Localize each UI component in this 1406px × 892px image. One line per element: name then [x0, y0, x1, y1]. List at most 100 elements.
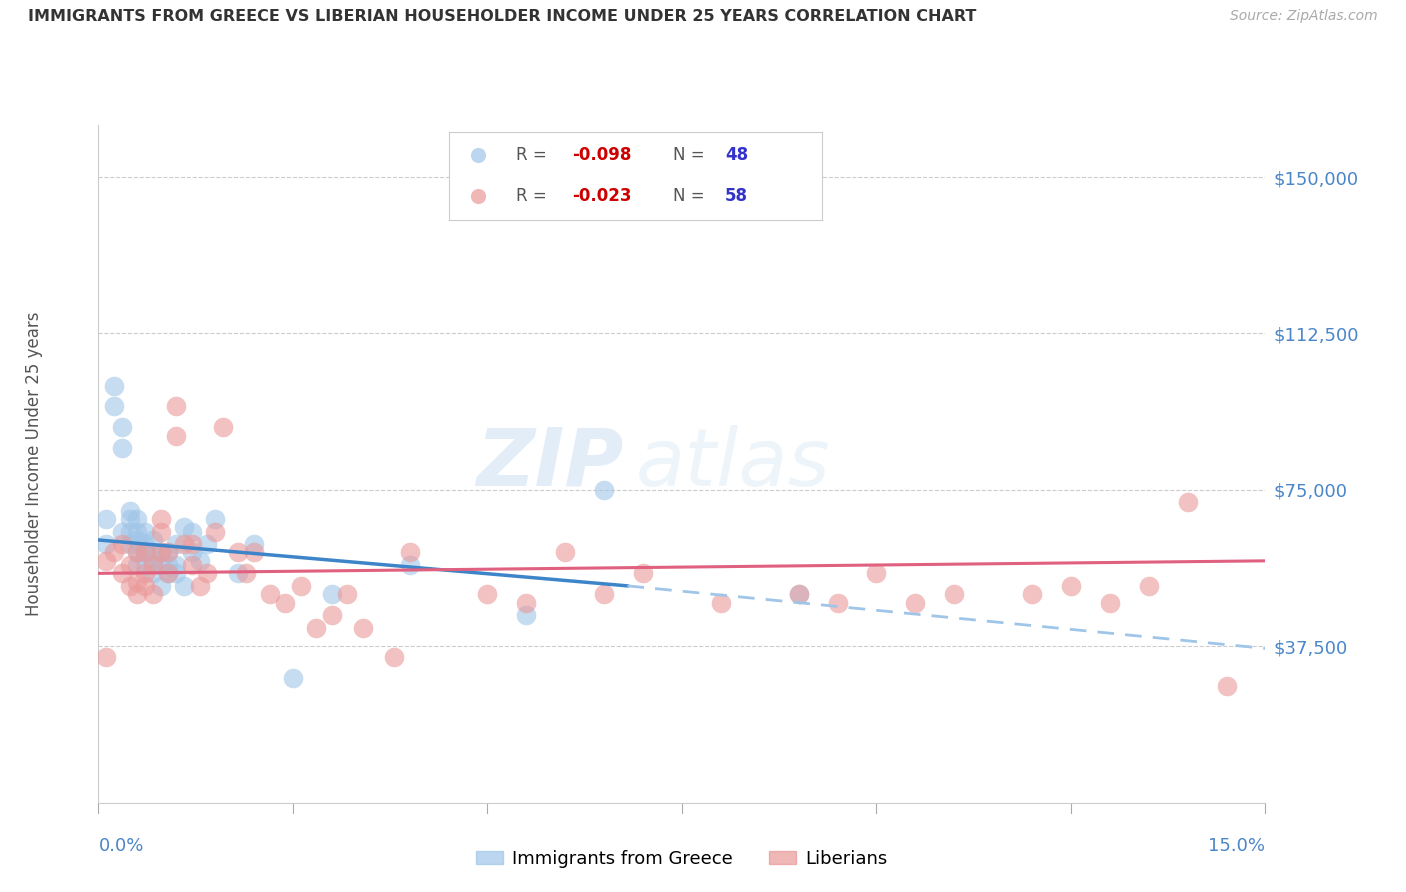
Point	[134, 537, 156, 551]
Point	[96, 512, 118, 526]
Text: Householder Income Under 25 years: Householder Income Under 25 years	[25, 311, 44, 616]
Point	[173, 579, 195, 593]
Point	[118, 512, 141, 526]
Point	[787, 587, 810, 601]
Text: Source: ZipAtlas.com: Source: ZipAtlas.com	[1230, 9, 1378, 23]
Point	[165, 428, 187, 442]
Point	[188, 579, 211, 593]
Point	[157, 566, 180, 581]
Point	[149, 545, 172, 559]
Point	[111, 524, 134, 539]
Point	[710, 596, 733, 610]
Point	[235, 566, 257, 581]
Point	[382, 649, 405, 664]
Point	[274, 596, 297, 610]
Point	[157, 545, 180, 559]
Point	[204, 524, 226, 539]
Point	[96, 649, 118, 664]
Point	[1060, 579, 1083, 593]
Point	[165, 537, 187, 551]
Point	[1021, 587, 1043, 601]
Point	[305, 621, 328, 635]
Point	[554, 545, 576, 559]
Point	[118, 579, 141, 593]
Point	[787, 587, 810, 601]
Point	[103, 378, 125, 392]
Point	[142, 587, 165, 601]
Point	[321, 608, 343, 623]
Text: ZIP: ZIP	[477, 425, 624, 503]
Point	[96, 554, 118, 568]
Point	[134, 545, 156, 559]
Point	[904, 596, 927, 610]
Point	[149, 558, 172, 572]
Point	[149, 579, 172, 593]
Point	[157, 566, 180, 581]
Point	[180, 537, 202, 551]
Point	[149, 512, 172, 526]
Point	[127, 558, 149, 572]
Text: 0.0%: 0.0%	[98, 837, 143, 855]
Point	[593, 587, 616, 601]
Point	[127, 545, 149, 559]
Point	[290, 579, 312, 593]
Point	[631, 566, 654, 581]
Point	[111, 420, 134, 434]
Point	[1215, 679, 1237, 693]
Point	[180, 545, 202, 559]
Point	[134, 558, 156, 572]
Point	[118, 504, 141, 518]
Point	[142, 545, 165, 559]
Point	[142, 533, 165, 547]
Point	[127, 587, 149, 601]
Point	[165, 558, 187, 572]
Point	[127, 545, 149, 559]
Text: atlas: atlas	[636, 425, 830, 503]
Point	[134, 545, 156, 559]
Point	[243, 545, 266, 559]
Point	[243, 537, 266, 551]
Point	[149, 545, 172, 559]
Point	[118, 537, 141, 551]
Point	[103, 545, 125, 559]
Legend: Immigrants from Greece, Liberians: Immigrants from Greece, Liberians	[470, 843, 894, 875]
Text: IMMIGRANTS FROM GREECE VS LIBERIAN HOUSEHOLDER INCOME UNDER 25 YEARS CORRELATION: IMMIGRANTS FROM GREECE VS LIBERIAN HOUSE…	[28, 9, 977, 24]
Point	[134, 566, 156, 581]
Point	[204, 512, 226, 526]
Point	[157, 558, 180, 572]
Point	[259, 587, 281, 601]
Point	[142, 554, 165, 568]
Point	[142, 566, 165, 581]
Point	[111, 537, 134, 551]
Point	[165, 400, 187, 414]
Point	[1137, 579, 1160, 593]
Point	[515, 596, 537, 610]
Point	[103, 400, 125, 414]
Point	[165, 566, 187, 581]
Point	[943, 587, 966, 601]
Point	[118, 558, 141, 572]
Point	[1177, 495, 1199, 509]
Point	[398, 545, 420, 559]
Point	[352, 621, 374, 635]
Point	[173, 520, 195, 534]
Point	[118, 524, 141, 539]
Text: 15.0%: 15.0%	[1208, 837, 1265, 855]
Point	[865, 566, 887, 581]
Point	[477, 587, 499, 601]
Point	[96, 537, 118, 551]
Point	[127, 512, 149, 526]
Point	[593, 483, 616, 497]
Point	[195, 566, 218, 581]
Point	[180, 558, 202, 572]
Point	[134, 579, 156, 593]
Point	[142, 558, 165, 572]
Point	[127, 533, 149, 547]
Point	[134, 524, 156, 539]
Point	[228, 545, 250, 559]
Point	[188, 554, 211, 568]
Point	[195, 537, 218, 551]
Point	[515, 608, 537, 623]
Point	[398, 558, 420, 572]
Point	[180, 524, 202, 539]
